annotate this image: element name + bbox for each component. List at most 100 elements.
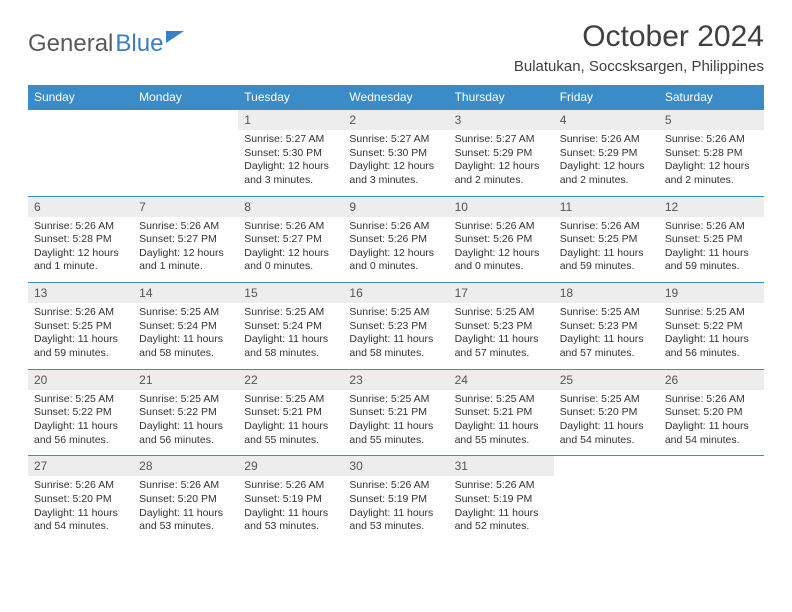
sunset-line: Sunset: 5:24 PM [139, 320, 217, 332]
day-number: 19 [659, 283, 764, 303]
day-number: 5 [659, 110, 764, 130]
daylight-line: Daylight: 12 hours and 3 minutes. [244, 160, 329, 186]
day-info: Sunrise: 5:26 AMSunset: 5:28 PMDaylight:… [659, 130, 764, 196]
daylight-line: Daylight: 11 hours and 59 minutes. [560, 247, 644, 273]
sunset-line: Sunset: 5:23 PM [349, 320, 427, 332]
calendar-cell: 0 [659, 456, 764, 542]
day-number: 17 [449, 283, 554, 303]
sunrise-line: Sunrise: 5:26 AM [34, 479, 114, 491]
day-number: 21 [133, 370, 238, 390]
day-number: 23 [343, 370, 448, 390]
sunset-line: Sunset: 5:20 PM [560, 406, 638, 418]
calendar-cell: 0 [28, 110, 133, 197]
day-number: 9 [343, 197, 448, 217]
daylight-line: Daylight: 12 hours and 0 minutes. [349, 247, 434, 273]
daylight-line: Daylight: 11 hours and 58 minutes. [349, 333, 433, 359]
calendar-cell: 23 Sunrise: 5:25 AMSunset: 5:21 PM Dayligh… [343, 369, 448, 456]
calendar-cell: 15Sunrise: 5:25 AMSunset: 5:24 PMDayligh… [238, 283, 343, 370]
sunrise-line: Sunrise: 5:26 AM [665, 133, 745, 145]
calendar-row: 6Sunrise: 5:26 AMSunset: 5:28 PMDaylight… [28, 196, 764, 283]
sunrise-line: Sunrise: 5:26 AM [560, 220, 640, 232]
calendar-cell: 4Sunrise: 5:26 AMSunset: 5:29 PMDaylight… [554, 110, 659, 197]
calendar-cell: 7Sunrise: 5:26 AMSunset: 5:27 PMDaylight… [133, 196, 238, 283]
day-info: Sunrise: 5:26 AMSunset: 5:25 PMDaylight:… [659, 217, 764, 283]
daylight-line: Daylight: 11 hours and 59 minutes. [665, 247, 749, 273]
sunset-line: Sunset: 5:25 PM [34, 320, 112, 332]
day-number: 11 [554, 197, 659, 217]
day-info: Sunrise: 5:26 AMSunset: 5:27 PMDaylight:… [133, 217, 238, 283]
daylight-line: Daylight: 11 hours and 56 minutes. [34, 420, 118, 446]
calendar-row: 13Sunrise: 5:26 AMSunset: 5:25 PMDayligh… [28, 283, 764, 370]
daylight-line: Daylight: 12 hours and 0 minutes. [244, 247, 329, 273]
day-number: 6 [28, 197, 133, 217]
calendar-cell: 13Sunrise: 5:26 AMSunset: 5:25 PMDayligh… [28, 283, 133, 370]
sunset-line: Sunset: 5:21 PM [349, 406, 427, 418]
day-info: Sunrise: 5:25 AMSunset: 5:22 PMDaylight:… [133, 390, 238, 456]
daylight-line: Daylight: 11 hours and 53 minutes. [139, 507, 223, 533]
sunrise-line: Sunrise: 5:25 AM [349, 393, 429, 405]
day-info: Sunrise: 5:25 AM Sunset: 5:23 PMDaylight:… [343, 303, 448, 369]
day-info: Sunrise: 5:26 AMSunset: 5:29 PMDaylight:… [554, 130, 659, 196]
daylight-line: Daylight: 11 hours and 58 minutes. [244, 333, 328, 359]
day-number: 16 [343, 283, 448, 303]
daylight-line: Daylight: 11 hours and 55 minutes. [349, 420, 433, 446]
calendar-cell: 30Sunrise: 5:26 AMSunset: 5:19 PMDayligh… [343, 456, 448, 542]
day-info: Sunrise: 5:25 AMSunset: 5:24 PMDaylight:… [133, 303, 238, 369]
calendar-cell: 18Sunrise: 5:25 AMSunset: 5:23 PMDayligh… [554, 283, 659, 370]
sunrise-line: Sunrise: 5:26 AM [665, 220, 745, 232]
sunrise-line: Sunrise: 5:25 AM [244, 306, 324, 318]
weekday-header: Wednesday [343, 85, 448, 110]
month-title: October 2024 [514, 20, 764, 54]
sunrise-line: Sunrise: 5:25 AM [665, 306, 745, 318]
sunrise-line: Sunrise: 5:25 AM [349, 306, 429, 318]
calendar-cell: 12Sunrise: 5:26 AMSunset: 5:25 PMDayligh… [659, 196, 764, 283]
logo-arrow-icon [166, 31, 184, 43]
calendar-cell: 10Sunrise: 5:26 AMSunset: 5:26 PMDayligh… [449, 196, 554, 283]
day-number: 1 [238, 110, 343, 130]
calendar-cell: 20Sunrise: 5:25 AMSunset: 5:22 PMDayligh… [28, 369, 133, 456]
day-info: Sunrise: 5:25 AMSunset: 5:22 PMDaylight:… [659, 303, 764, 369]
sunset-line: Sunset: 5:26 PM [455, 233, 533, 245]
day-number: 13 [28, 283, 133, 303]
calendar-cell: 31Sunrise: 5:26 AMSunset: 5:19 PMDayligh… [449, 456, 554, 542]
calendar-cell: 9Sunrise: 5:26 AMSunset: 5:26 PMDaylight… [343, 196, 448, 283]
weekday-header: Saturday [659, 85, 764, 110]
calendar-cell: 1Sunrise: 5:27 AMSunset: 5:30 PMDaylight… [238, 110, 343, 197]
calendar-cell: 2Sunrise: 5:27 AMSunset: 5:30 PMDaylight… [343, 110, 448, 197]
daylight-line: Daylight: 11 hours and 52 minutes. [455, 507, 539, 533]
weekday-header: Friday [554, 85, 659, 110]
daylight-line: Daylight: 11 hours and 57 minutes. [455, 333, 539, 359]
day-number: 2 [343, 110, 448, 130]
day-number: 25 [554, 370, 659, 390]
day-info: Sunrise: 5:25 AMSunset: 5:23 PMDaylight:… [449, 303, 554, 369]
sunrise-line: Sunrise: 5:26 AM [560, 133, 640, 145]
day-number: 24 [449, 370, 554, 390]
day-number: 3 [449, 110, 554, 130]
day-number: 28 [133, 456, 238, 476]
sunset-line: Sunset: 5:21 PM [244, 406, 322, 418]
calendar-cell: 29Sunrise: 5:26 AMSunset: 5:19 PMDayligh… [238, 456, 343, 542]
calendar-cell: 25Sunrise: 5:25 AMSunset: 5:20 PMDayligh… [554, 369, 659, 456]
sunset-line: Sunset: 5:25 PM [560, 233, 638, 245]
sunset-line: Sunset: 5:22 PM [139, 406, 217, 418]
sunrise-line: Sunrise: 5:25 AM [34, 393, 114, 405]
day-number: 29 [238, 456, 343, 476]
day-number: 10 [449, 197, 554, 217]
day-info: Sunrise: 5:26 AMSunset: 5:27 PMDaylight:… [238, 217, 343, 283]
sunrise-line: Sunrise: 5:26 AM [349, 479, 429, 491]
daylight-line: Daylight: 12 hours and 1 minute. [139, 247, 224, 273]
weekday-header-row: SundayMondayTuesdayWednesdayThursdayFrid… [28, 85, 764, 110]
day-info: Sunrise: 5:25 AMSunset: 5:24 PMDaylight:… [238, 303, 343, 369]
daylight-line: Daylight: 11 hours and 57 minutes. [560, 333, 644, 359]
sunrise-line: Sunrise: 5:26 AM [349, 220, 429, 232]
sunset-line: Sunset: 5:23 PM [560, 320, 638, 332]
weekday-header: Thursday [449, 85, 554, 110]
daylight-line: Daylight: 11 hours and 54 minutes. [665, 420, 749, 446]
day-info: Sunrise: 5:26 AMSunset: 5:20 PMDaylight:… [28, 476, 133, 542]
daylight-line: Daylight: 11 hours and 59 minutes. [34, 333, 118, 359]
day-info: Sunrise: 5:25 AMSunset: 5:22 PMDaylight:… [28, 390, 133, 456]
sunset-line: Sunset: 5:20 PM [139, 493, 217, 505]
sunrise-line: Sunrise: 5:26 AM [139, 220, 219, 232]
daylight-line: Daylight: 11 hours and 58 minutes. [139, 333, 223, 359]
daylight-line: Daylight: 12 hours and 0 minutes. [455, 247, 540, 273]
